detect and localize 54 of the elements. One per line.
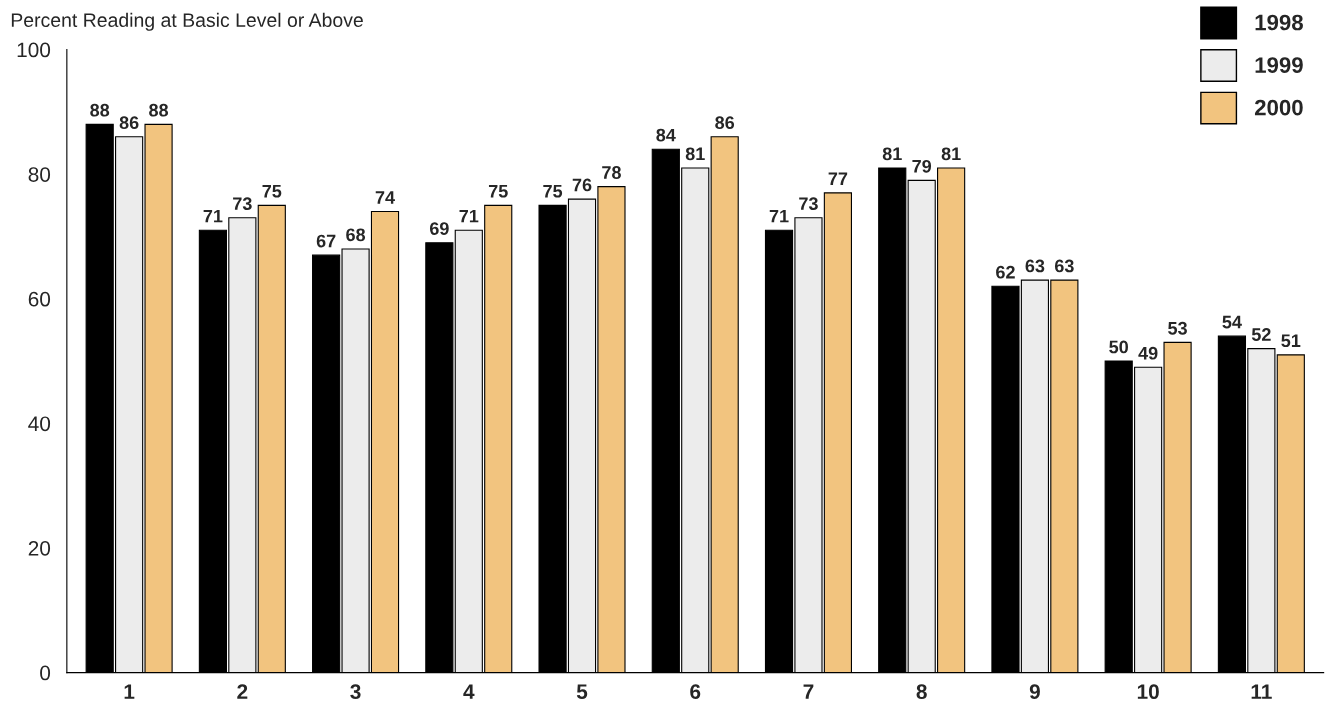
y-tick-label: 40 (28, 416, 51, 432)
y-tick-label: 0 (40, 665, 51, 681)
y-tick-label: 20 (28, 540, 51, 556)
x-tick-label: 11 (1251, 684, 1272, 699)
data-label: 71 (459, 209, 479, 223)
data-label: 81 (882, 147, 902, 161)
x-tick-label: 8 (916, 684, 927, 700)
data-label: 51 (1281, 334, 1301, 348)
data-label: 67 (316, 234, 336, 248)
legend-label: 2000 (1254, 99, 1303, 116)
y-tick-label: 100 (17, 42, 51, 58)
data-label: 63 (1054, 259, 1074, 273)
data-label: 54 (1222, 315, 1242, 329)
data-label: 63 (1025, 259, 1045, 273)
data-label: 77 (828, 172, 848, 185)
x-tick-label: 2 (237, 684, 248, 699)
y-axis-title: Percent Reading at Basic Level or Above (11, 12, 363, 31)
data-label: 71 (769, 209, 789, 223)
data-label: 62 (996, 265, 1015, 279)
x-tick-label: 9 (1029, 684, 1040, 700)
data-label: 79 (912, 159, 932, 173)
data-label: 53 (1168, 321, 1187, 335)
legend-label: 1998 (1255, 14, 1303, 31)
data-label: 78 (602, 166, 621, 179)
x-tick-label: 3 (350, 684, 361, 700)
data-label: 49 (1138, 346, 1158, 360)
data-label: 75 (543, 184, 563, 198)
data-label: 75 (262, 184, 282, 198)
data-label: 81 (941, 147, 961, 161)
y-tick-label: 80 (28, 167, 51, 182)
data-label: 75 (488, 184, 508, 198)
data-label: 84 (656, 128, 676, 142)
data-label: 74 (375, 191, 395, 204)
data-label: 81 (685, 147, 705, 161)
data-label: 52 (1251, 328, 1271, 341)
data-label: 73 (799, 197, 818, 211)
data-label: 50 (1109, 340, 1128, 354)
x-tick-label: 10 (1137, 684, 1159, 700)
x-tick-label: 1 (124, 684, 135, 699)
data-label: 86 (715, 116, 735, 130)
data-label: 69 (429, 222, 449, 235)
data-label: 71 (203, 209, 223, 223)
x-tick-label: 6 (690, 684, 701, 700)
data-label: 76 (572, 178, 592, 192)
data-label: 68 (346, 228, 366, 242)
x-tick-label: 7 (803, 684, 814, 699)
y-tick-label: 60 (28, 291, 51, 307)
x-tick-label: 4 (463, 684, 475, 699)
x-tick-label: 5 (576, 684, 588, 700)
data-label: 86 (119, 116, 139, 130)
data-label: 88 (90, 103, 110, 117)
data-label: 88 (149, 103, 169, 117)
legend-label: 1999 (1255, 57, 1303, 73)
data-label: 73 (233, 197, 252, 211)
